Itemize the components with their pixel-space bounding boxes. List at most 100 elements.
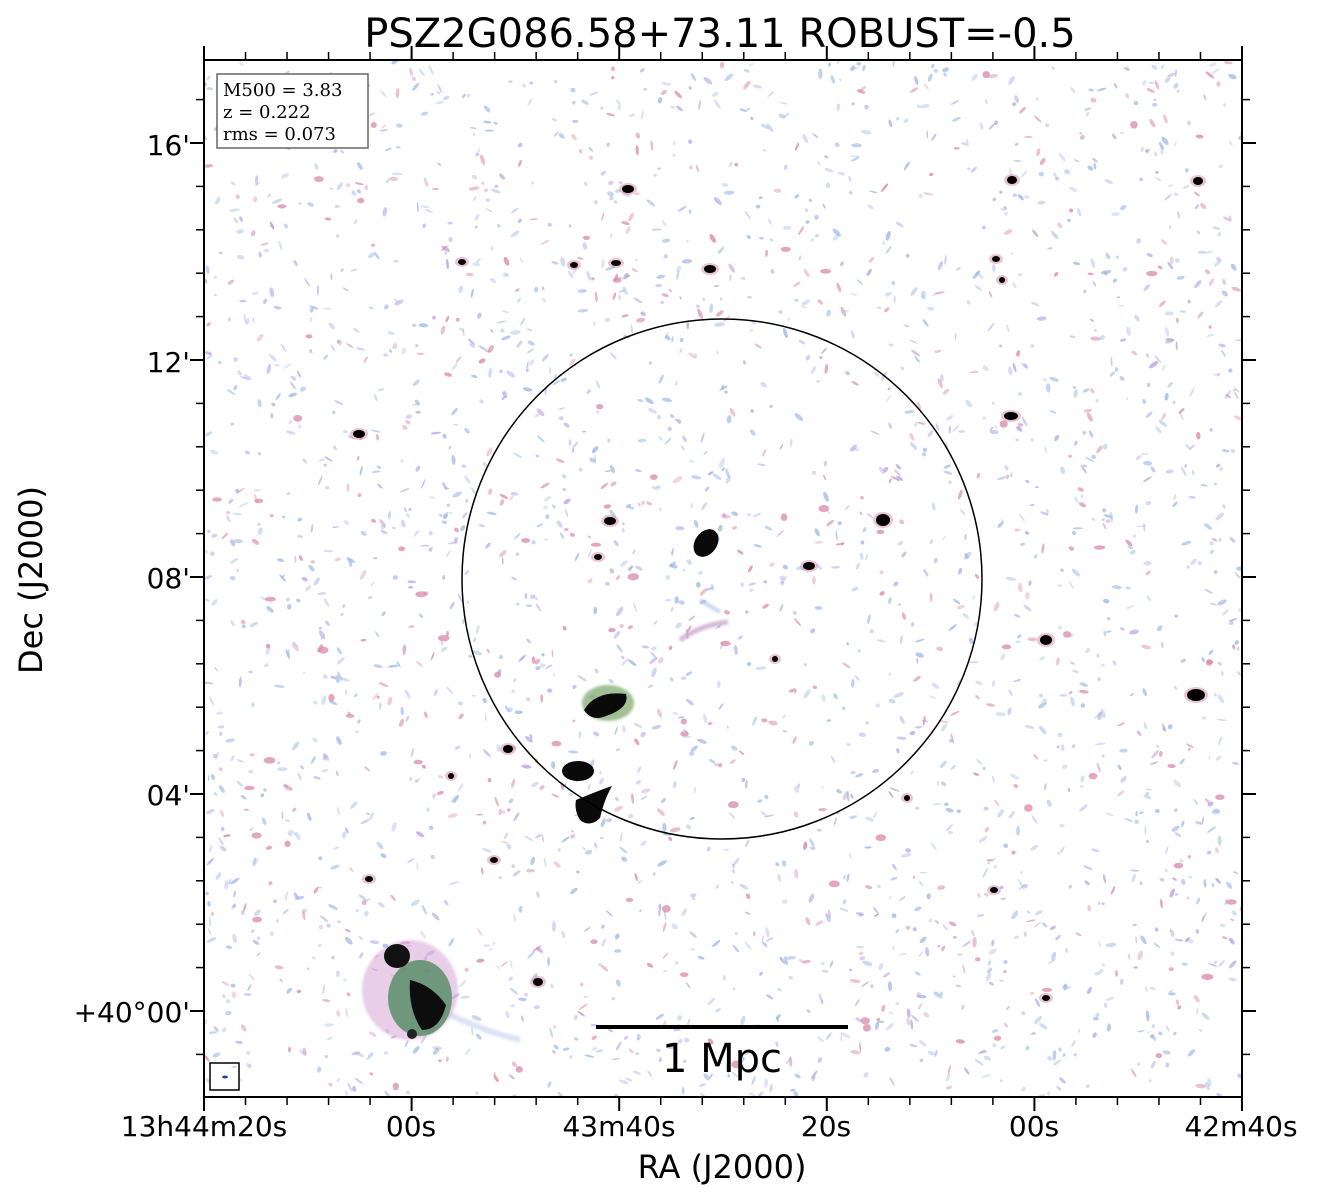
faint-source (1041, 987, 1053, 992)
faint-source (413, 759, 423, 765)
faint-source (284, 840, 291, 847)
faint-source (1173, 862, 1184, 869)
extended-source-south (362, 940, 458, 1040)
faint-source (627, 573, 639, 581)
faint-source (521, 538, 531, 543)
faint-source (590, 542, 602, 547)
faint-source (590, 939, 598, 944)
x-tick-labels: 13h44m20s 00s 43m40s 20s 00s 42m40s (121, 1110, 1298, 1143)
faint-source (999, 420, 1008, 428)
plot-frame (203, 59, 1243, 1098)
x-tick-label: 42m40s (1184, 1110, 1297, 1143)
faint-source (1155, 1053, 1163, 1059)
faint-source (818, 505, 830, 513)
x-axis-label: RA (J2000) (638, 1148, 807, 1186)
faint-source (494, 671, 502, 678)
compact-source (458, 259, 466, 265)
faint-source (1001, 644, 1012, 650)
faint-source (1215, 794, 1225, 800)
x-tick-label: 00s (386, 1110, 436, 1143)
compact-source (1004, 412, 1018, 420)
compact-source (490, 857, 498, 863)
compact-source (622, 185, 634, 193)
faint-source (875, 834, 887, 842)
extended-source-central (562, 529, 719, 824)
faint-source (625, 897, 634, 902)
m500-label: M500 = 3.83 (223, 80, 342, 101)
faint-source (1146, 270, 1158, 277)
compact-source (594, 554, 602, 560)
faint-source (357, 197, 365, 204)
faint-source (264, 596, 276, 602)
faint-source (370, 122, 377, 128)
beam-indicator (209, 1062, 240, 1091)
plot-title: PSZ2G086.58+73.11 ROBUST=-0.5 (364, 11, 1075, 57)
faint-source (1205, 659, 1213, 666)
compact-source (353, 430, 365, 438)
compact-source (990, 887, 998, 893)
y-tick-labels: 16' 12' 08' 04' +40°00' (74, 129, 190, 1029)
noise-pattern (204, 60, 1242, 1097)
faint-source (820, 268, 832, 274)
faint-source (277, 204, 287, 209)
faint-source (862, 1024, 871, 1032)
faint-source (728, 801, 739, 809)
faint-source (392, 1082, 399, 1091)
faint-source (1201, 973, 1214, 981)
x-tick-label: 13h44m20s (121, 1110, 288, 1143)
faint-source (244, 785, 255, 791)
faint-source (1130, 121, 1138, 129)
compact-source (604, 517, 616, 525)
faint-source (982, 71, 990, 78)
faint-source (212, 497, 223, 502)
compact-source (1193, 177, 1203, 185)
faint-source (515, 1066, 523, 1073)
faint-source (314, 176, 324, 183)
x-tick-label: 43m40s (562, 1110, 675, 1143)
compact-source (1042, 995, 1050, 1001)
faint-source (398, 546, 406, 552)
y-tick-label: 04' (147, 779, 190, 812)
faint-source (680, 718, 687, 725)
rms-label: rms = 0.073 (223, 124, 336, 145)
faint-source (649, 474, 658, 480)
compact-source (448, 773, 454, 779)
compact-source (876, 514, 890, 526)
compact-source (1007, 176, 1017, 184)
scale-bar: 1 Mpc (596, 1025, 848, 1082)
faint-source (662, 905, 671, 913)
faint-source (263, 757, 276, 764)
compact-source (992, 256, 1000, 262)
faint-source (305, 334, 313, 339)
faint-source (1062, 631, 1072, 638)
faint-source (318, 646, 329, 654)
faint-source (251, 832, 262, 839)
faint-source (612, 277, 622, 283)
faint-source (780, 513, 788, 521)
compact-source (503, 745, 513, 753)
faint-source (1088, 772, 1098, 780)
y-tick-label: 16' (147, 129, 190, 162)
compact-source (365, 876, 373, 882)
faint-source (1024, 804, 1033, 812)
axis-ticks (190, 46, 1256, 1111)
scale-bar-label: 1 Mpc (662, 1036, 782, 1082)
y-tick-label: 08' (147, 562, 190, 595)
x-tick-label: 00s (1009, 1110, 1059, 1143)
compact-source (772, 656, 778, 662)
faint-source (720, 640, 731, 647)
radio-image (204, 60, 1242, 1097)
compact-source (704, 265, 716, 273)
faint-source (876, 529, 885, 535)
compact-source (803, 562, 815, 570)
faint-source (437, 635, 450, 642)
compact-source (999, 277, 1005, 283)
faint-source (860, 1017, 870, 1025)
faint-source (780, 246, 791, 252)
x-tick-label: 20s (801, 1110, 851, 1143)
faint-source (680, 731, 689, 737)
faint-source (252, 916, 262, 923)
y-tick-label: +40°00' (74, 996, 190, 1029)
faint-source (1093, 545, 1106, 550)
